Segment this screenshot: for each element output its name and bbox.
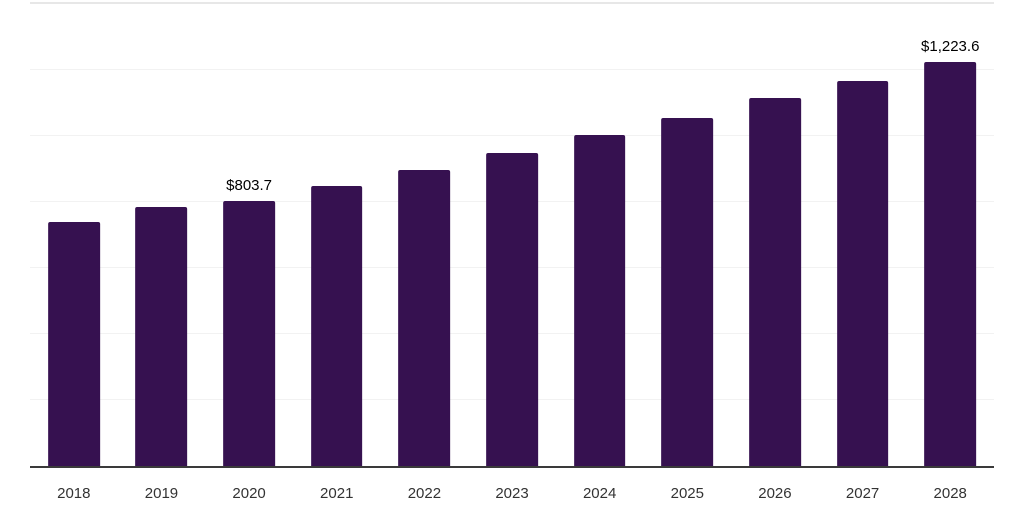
- bar-slot-2023: [468, 4, 556, 466]
- bar-slot-2028: $1,223.6: [906, 4, 994, 466]
- bar-value-label-2028: $1,223.6: [921, 38, 980, 56]
- x-tick-label-2019: 2019: [144, 485, 179, 502]
- bar-2018: [47, 221, 100, 466]
- bar-2019: [135, 206, 188, 466]
- bar-2022: [398, 169, 451, 466]
- bar-2024: [573, 135, 626, 466]
- plot-area: $803.7 $1,223.6: [30, 2, 994, 468]
- gridline: [30, 69, 994, 70]
- bar-slot-2021: [293, 4, 381, 466]
- bar-slot-2024: [556, 4, 644, 466]
- bar-slot-2026: [731, 4, 819, 466]
- x-axis-labels: 2018 2019 2020 2021 2022 2023 2024 2025 2026 2027…: [30, 470, 994, 512]
- bar-2025: [661, 117, 714, 466]
- x-tick-label-2023: 2023: [495, 485, 529, 502]
- x-tick-label-2018: 2018: [57, 485, 91, 502]
- x-tick-label-2027: 2027: [845, 485, 880, 502]
- bar-slot-2025: [643, 4, 731, 466]
- bar-slot-2022: [381, 4, 469, 466]
- bar-slot-2020: $803.7: [205, 4, 293, 466]
- bar-value-label-2020: $803.7: [226, 176, 273, 194]
- x-tick-label-2021: 2021: [320, 485, 354, 502]
- bar-2020: [223, 200, 275, 466]
- bar-2028: [924, 62, 977, 466]
- x-tick-label-2026: 2026: [758, 485, 792, 502]
- bar-slot-2019: [118, 4, 206, 466]
- x-tick-label-2025: 2025: [670, 485, 704, 502]
- bar-2026: [749, 98, 801, 466]
- bar-slot-2018: [30, 4, 118, 466]
- bar-slot-2027: [819, 4, 907, 466]
- x-tick-label-2020: 2020: [232, 485, 266, 502]
- x-tick-label-2028: 2028: [933, 485, 967, 502]
- bar-2023: [486, 152, 538, 466]
- bar-2021: [310, 185, 363, 466]
- gridline: [30, 135, 994, 136]
- bar-series: $803.7 $1,223.6: [30, 4, 994, 466]
- x-tick-label-2022: 2022: [407, 485, 442, 502]
- x-tick-label-2024: 2024: [582, 485, 617, 502]
- bar-2027: [836, 80, 889, 466]
